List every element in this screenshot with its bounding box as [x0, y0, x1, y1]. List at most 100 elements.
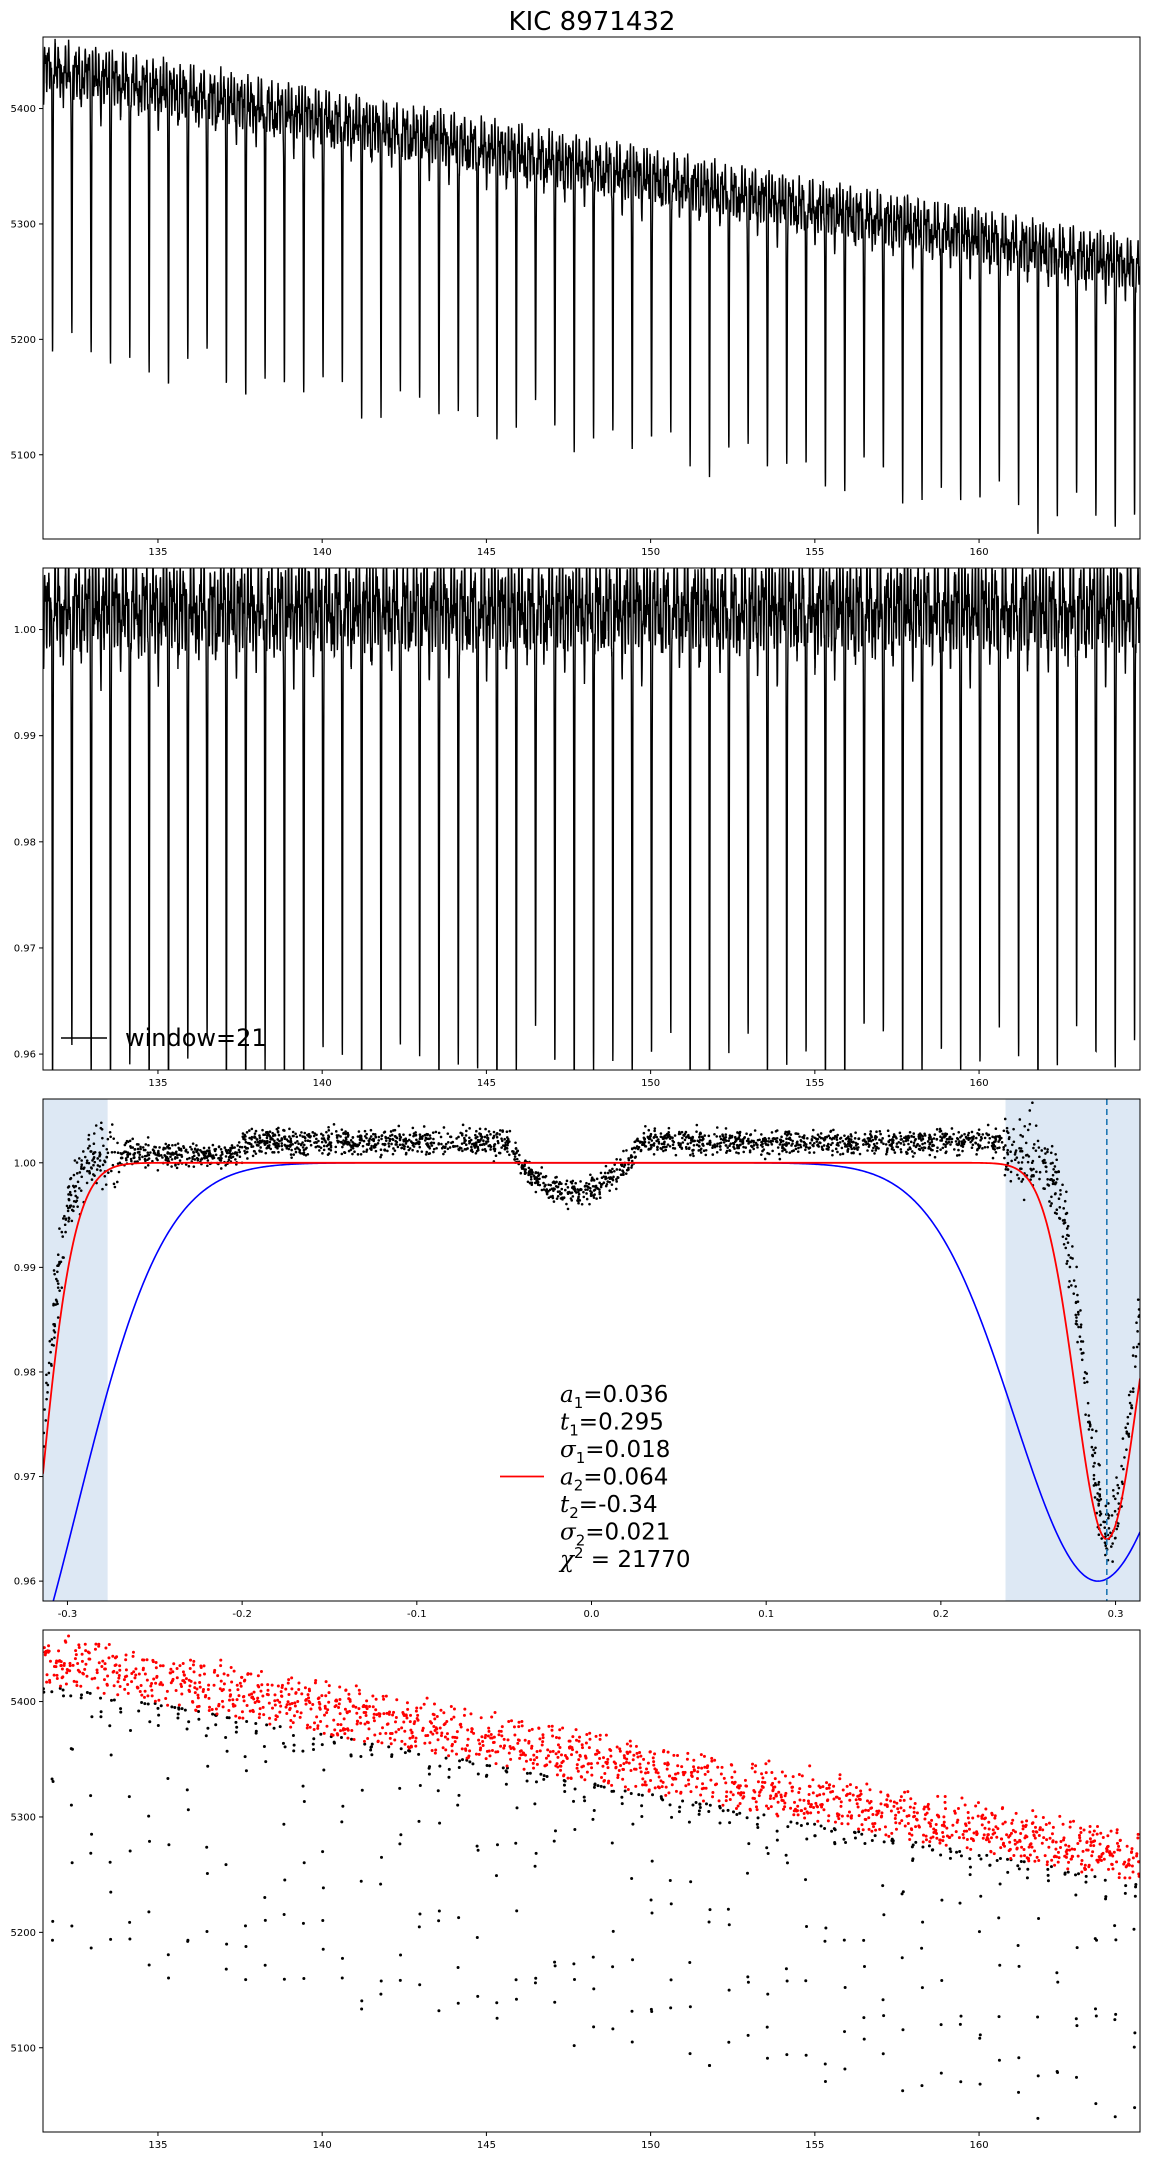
data-point [402, 1133, 405, 1136]
data-point [1131, 1387, 1135, 1390]
scatter-point [756, 1826, 760, 1830]
scatter-point [1125, 1864, 1129, 1868]
data-point [468, 1139, 471, 1143]
data-point [944, 1145, 947, 1149]
x-tick-label: 140 [313, 1078, 332, 1089]
data-point [1067, 1253, 1070, 1257]
scatter-point [346, 1728, 350, 1732]
scatter-point [696, 1777, 699, 1781]
scatter-point [625, 1757, 629, 1761]
scatter-point [381, 1694, 385, 1698]
data-point [741, 1139, 745, 1143]
scatter-point [456, 2001, 460, 2005]
scatter-point [703, 1765, 707, 1769]
data-point [129, 1157, 133, 1161]
scatter-point [1113, 2115, 1117, 2119]
scatter-point [754, 1764, 758, 1768]
scatter-point [1045, 1860, 1049, 1864]
scatter-point [554, 1752, 558, 1756]
scatter-point [1079, 1862, 1083, 1866]
scatter-point [104, 1646, 108, 1650]
data-point [922, 1146, 926, 1149]
scatter-point [288, 1706, 292, 1710]
data-point [991, 1141, 994, 1145]
data-point [852, 1151, 855, 1155]
data-point [985, 1132, 988, 1135]
scatter-point [690, 1775, 694, 1779]
scatter-point [745, 1816, 749, 1820]
data-point [221, 1152, 224, 1156]
y-tick-label: 0.97 [14, 1472, 36, 1483]
data-point [577, 1188, 581, 1192]
scatter-point [344, 1688, 348, 1692]
scatter-point [1025, 1835, 1029, 1839]
data-point [821, 1148, 825, 1152]
scatter-point [245, 1704, 249, 1708]
scatter-point [292, 1714, 296, 1718]
scatter-point [606, 1766, 610, 1770]
scatter-point [301, 1784, 305, 1788]
data-point [754, 1141, 758, 1145]
data-point [229, 1149, 232, 1152]
data-point [619, 1158, 622, 1161]
data-point [106, 1151, 110, 1155]
scatter-point [244, 1978, 248, 1982]
scatter-point [620, 1802, 624, 1806]
scatter-point [1078, 1839, 1082, 1843]
data-point [630, 1166, 633, 1169]
data-point [809, 1141, 812, 1145]
scatter-point [75, 1680, 79, 1684]
data-point [174, 1143, 177, 1147]
scatter-point [653, 1752, 657, 1756]
scatter-point [743, 1778, 747, 1782]
data-point [73, 1159, 77, 1162]
scatter-point [640, 1804, 644, 1808]
data-point [432, 1137, 435, 1141]
scatter-point [995, 1859, 999, 1863]
scatter-point [139, 1683, 143, 1687]
scatter-point [683, 1770, 687, 1774]
data-point [58, 1289, 61, 1292]
data-point [204, 1152, 207, 1155]
data-point [735, 1151, 738, 1154]
scatter-point [797, 1791, 801, 1795]
scatter-point [348, 1699, 352, 1703]
data-point [53, 1272, 56, 1276]
data-point [369, 1135, 373, 1138]
data-point [933, 1133, 937, 1136]
x-tick-label: 135 [148, 1078, 167, 1089]
scatter-point [668, 1774, 672, 1778]
data-point [286, 1139, 290, 1143]
scatter-point [89, 1851, 93, 1855]
data-point [921, 1142, 924, 1146]
data-point [136, 1151, 140, 1154]
data-point [344, 1132, 347, 1136]
data-point [698, 1140, 701, 1144]
data-point [606, 1171, 610, 1175]
data-point [80, 1159, 83, 1162]
data-point [156, 1168, 160, 1172]
scatter-point [295, 1710, 299, 1714]
scatter-point [640, 1793, 644, 1797]
data-point [95, 1168, 99, 1171]
data-point [425, 1150, 429, 1154]
data-point [446, 1147, 450, 1151]
scatter-point [215, 1712, 219, 1716]
data-point [416, 1141, 419, 1144]
scatter-point [340, 1956, 344, 1960]
scatter-point [437, 1909, 441, 1913]
scatter-point [263, 1963, 267, 1967]
data-point [265, 1136, 269, 1140]
data-point [704, 1153, 708, 1157]
scatter-point [1110, 1862, 1114, 1866]
scatter-point [1077, 1872, 1081, 1876]
fit-window-shade [43, 1099, 108, 1601]
data-point [529, 1168, 533, 1172]
data-point [76, 1196, 79, 1199]
data-point [474, 1133, 477, 1137]
scatter-point [324, 1694, 328, 1698]
data-point [276, 1138, 280, 1141]
data-point [277, 1133, 281, 1137]
data-point [484, 1149, 488, 1153]
scatter-point [761, 1785, 765, 1789]
